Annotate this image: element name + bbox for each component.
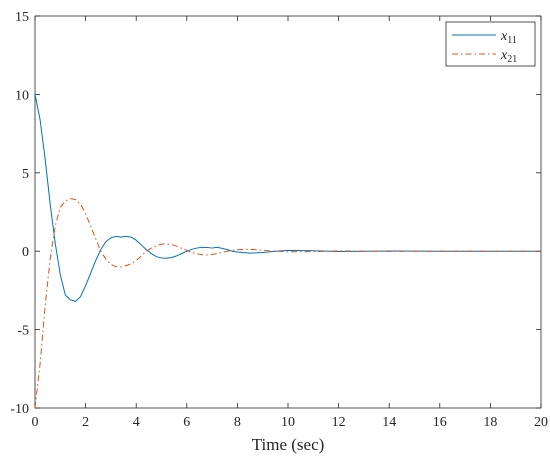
y-tick-label: -10 <box>10 402 29 417</box>
axis-ticks: 0 2 4 6 8 10 12 14 16 18 20 -10 -5 0 5 10 15 <box>10 10 548 430</box>
x-tick-label: 18 <box>483 415 497 430</box>
legend-series-subscript: 11 <box>507 35 517 46</box>
x-tick-label: 0 <box>32 415 39 430</box>
x-tick-label: 6 <box>183 415 190 430</box>
x-tick-label: 10 <box>281 415 295 430</box>
legend-series-name: x <box>500 48 508 63</box>
x-tick-label: 4 <box>133 415 140 430</box>
series-layer <box>34 94 541 409</box>
legend-label: x11 <box>500 29 517 46</box>
y-tick-label: 5 <box>22 167 29 182</box>
legend-label: x21 <box>500 48 517 65</box>
plot-area <box>34 15 542 409</box>
legend-series-name: x <box>500 29 508 44</box>
y-tick-label: 10 <box>15 88 29 103</box>
y-tick-label: 0 <box>22 245 29 260</box>
series-line-x21 <box>34 198 541 409</box>
x-tick-label: 16 <box>433 415 447 430</box>
x-tick-label: 14 <box>382 415 396 430</box>
legend-series-subscript: 21 <box>507 54 517 65</box>
x-tick-label: 8 <box>234 415 241 430</box>
legend-box <box>445 21 536 67</box>
x-tick-label: 2 <box>82 415 89 430</box>
x-axis-label: Time (sec) <box>252 435 325 454</box>
series-line-x11 <box>34 94 541 302</box>
x-tick-label: 12 <box>332 415 346 430</box>
y-tick-label: 15 <box>15 10 29 25</box>
x-tick-label: 20 <box>534 415 548 430</box>
y-tick-label: -5 <box>17 324 29 339</box>
